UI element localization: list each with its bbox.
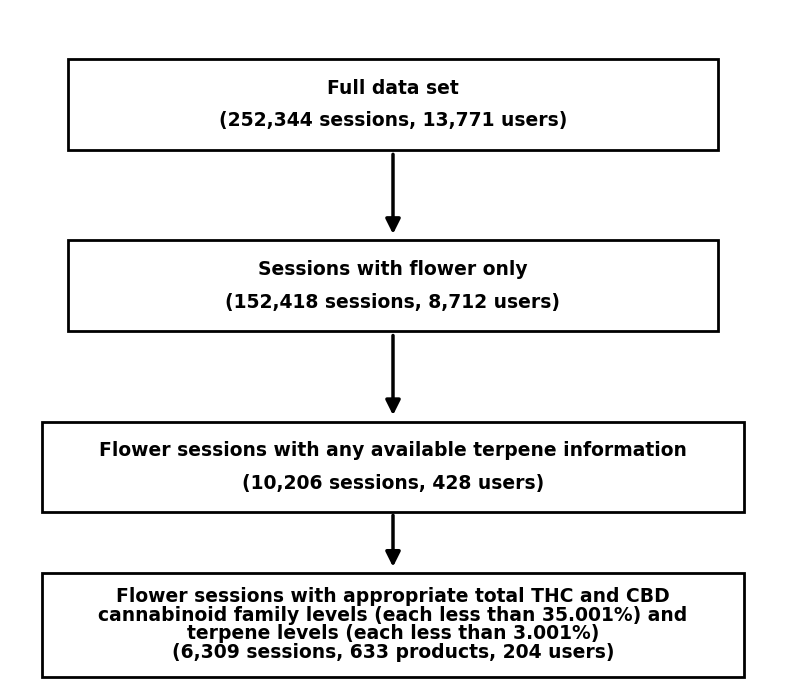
Text: Sessions with flower only: Sessions with flower only — [258, 260, 528, 279]
Text: cannabinoid family levels (each less than 35.001%) and: cannabinoid family levels (each less tha… — [98, 606, 688, 625]
Bar — [68, 59, 718, 150]
Bar — [68, 240, 718, 331]
Text: (6,309 sessions, 633 products, 204 users): (6,309 sessions, 633 products, 204 users… — [172, 643, 614, 662]
Text: (10,206 sessions, 428 users): (10,206 sessions, 428 users) — [242, 474, 544, 493]
Text: terpene levels (each less than 3.001%): terpene levels (each less than 3.001%) — [187, 624, 599, 644]
Text: Flower sessions with appropriate total THC and CBD: Flower sessions with appropriate total T… — [116, 587, 670, 606]
Bar — [42, 421, 744, 512]
Text: Flower sessions with any available terpene information: Flower sessions with any available terpe… — [99, 441, 687, 460]
Text: Full data set: Full data set — [327, 79, 459, 98]
Bar — [42, 572, 744, 677]
Text: (152,418 sessions, 8,712 users): (152,418 sessions, 8,712 users) — [226, 293, 560, 312]
Text: (252,344 sessions, 13,771 users): (252,344 sessions, 13,771 users) — [219, 111, 567, 131]
